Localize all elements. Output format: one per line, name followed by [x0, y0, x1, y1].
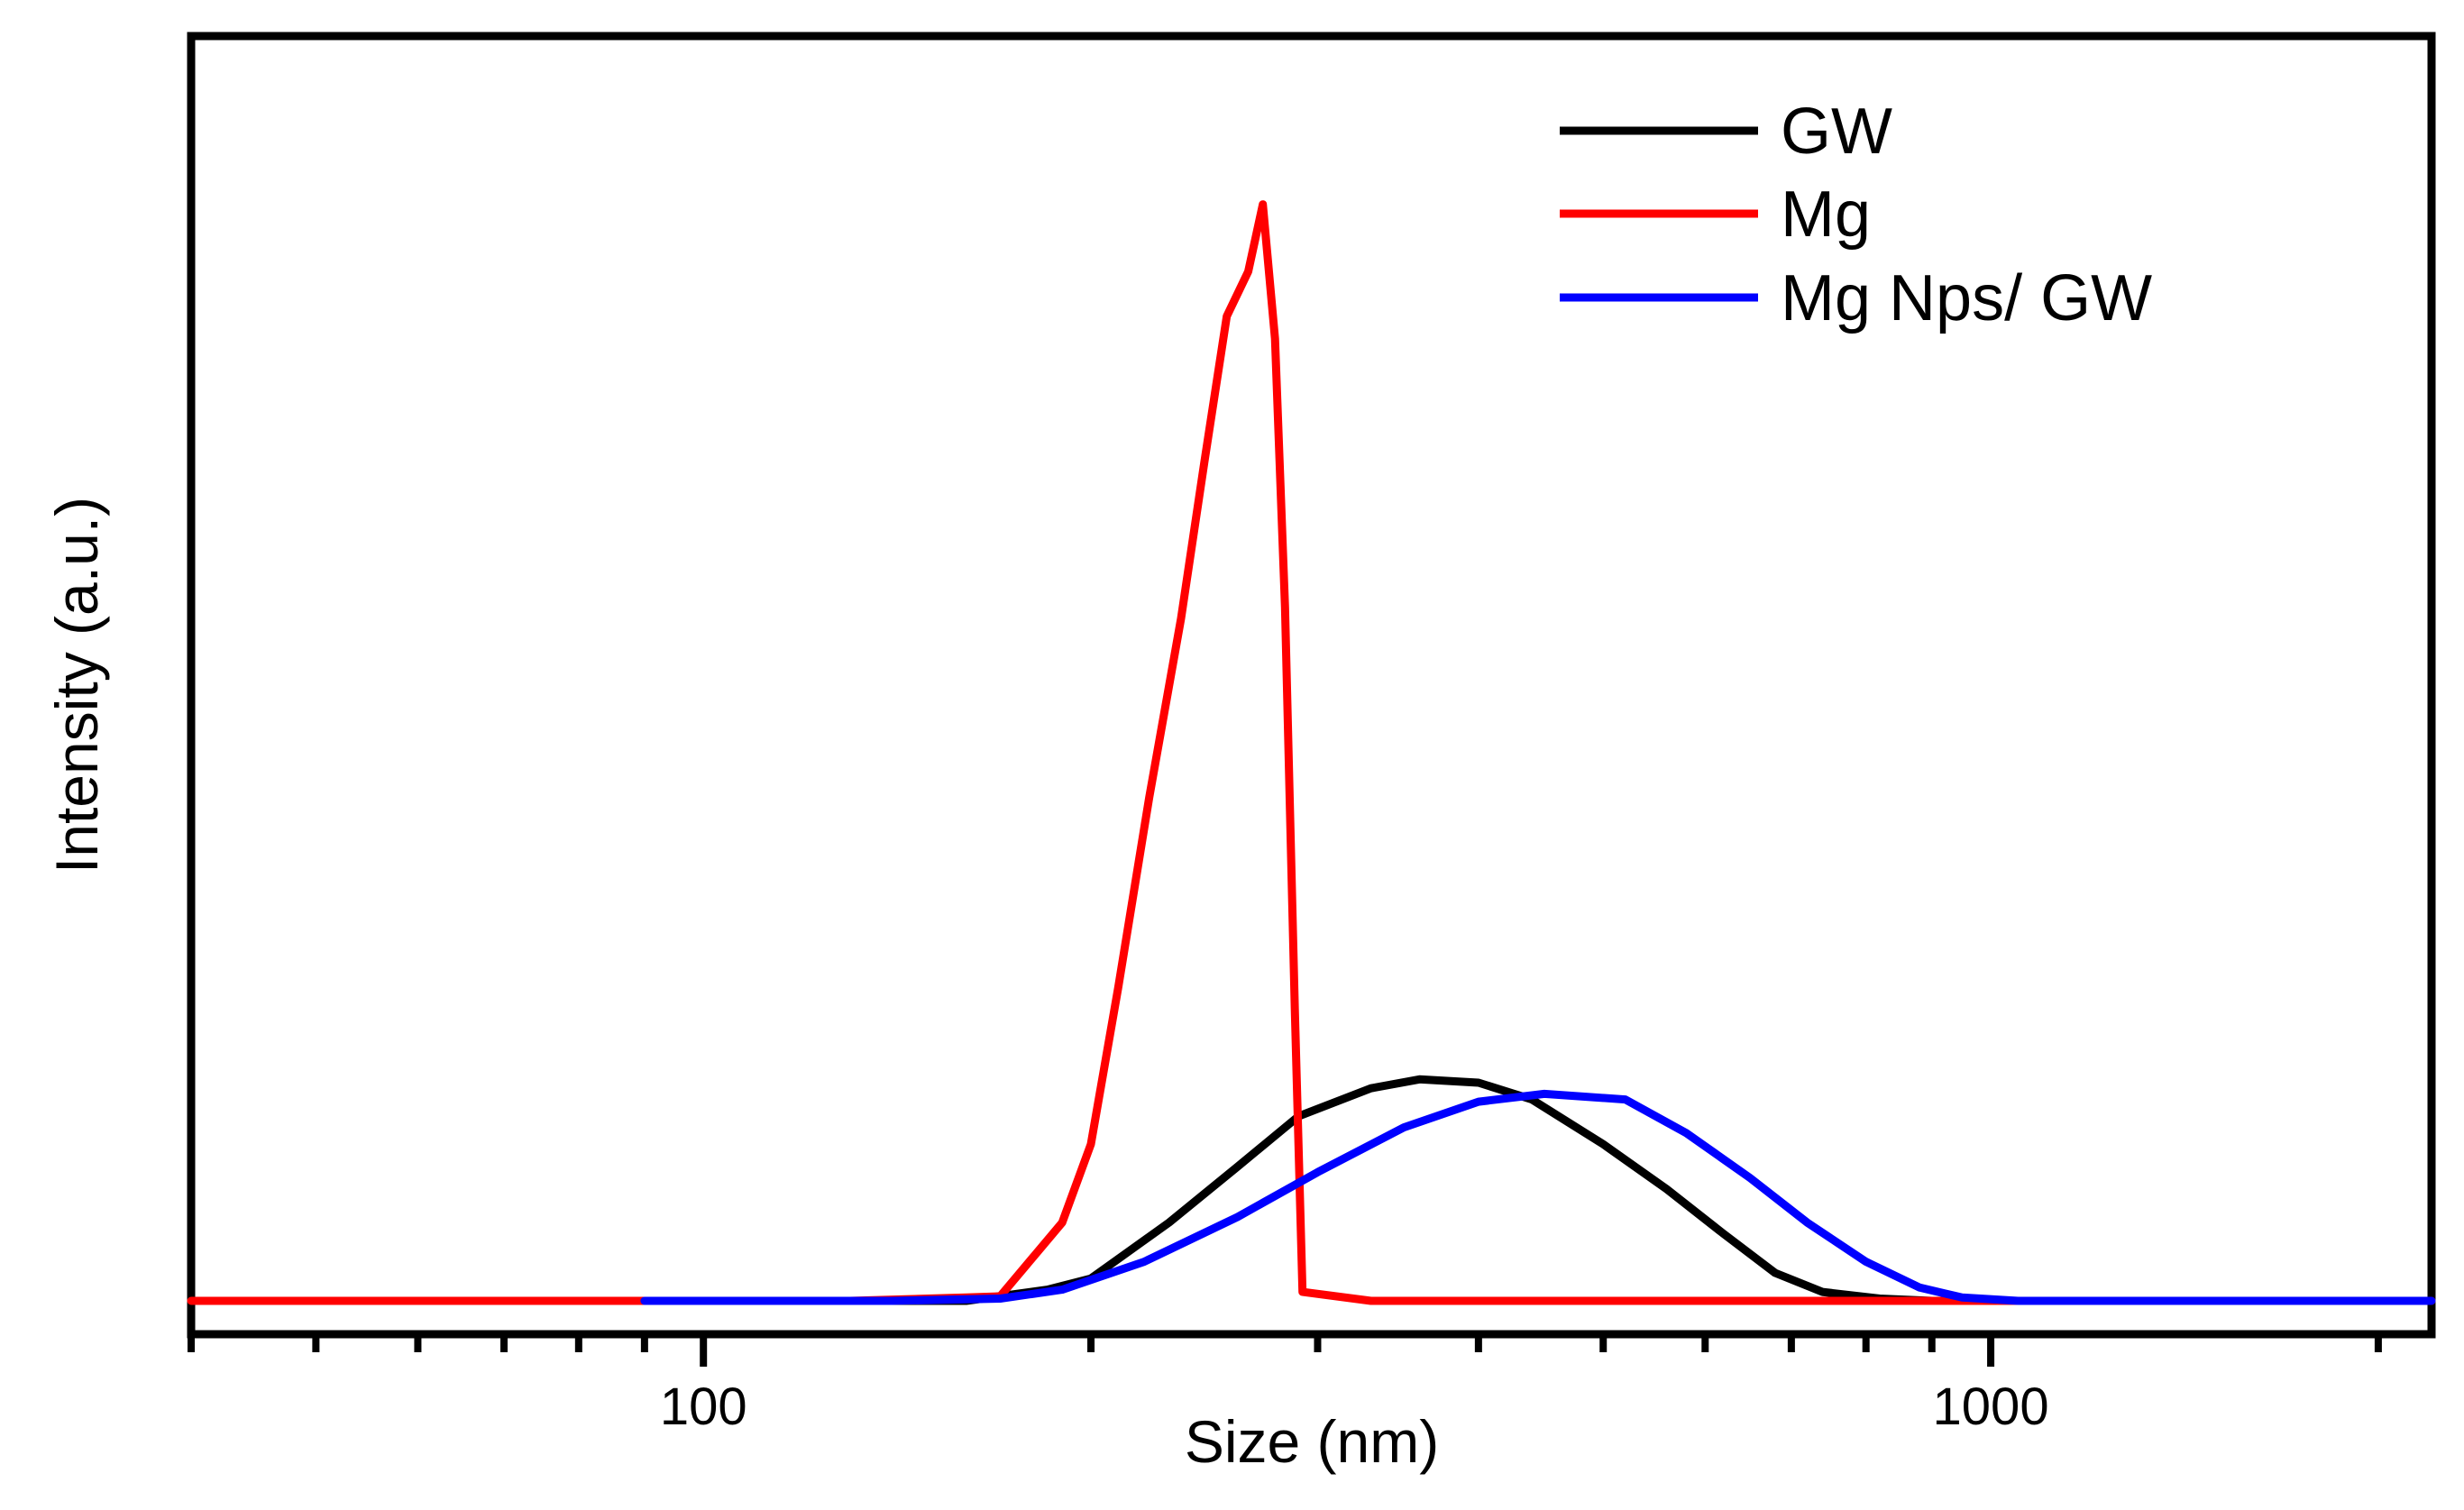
series-layer — [187, 200, 2436, 1305]
x-minor-ticks — [188, 1334, 2382, 1352]
plot-frame — [187, 32, 2436, 1339]
y-axis-title: Intensity (a.u.) — [43, 497, 110, 874]
series-line-gw — [187, 1075, 2436, 1305]
x-tick-label: 1000 — [1933, 1377, 2049, 1436]
series-line-mg — [187, 200, 2436, 1305]
x-axis-title: Size (nm) — [1185, 1408, 1439, 1475]
legend-label-mg: Mg — [1781, 178, 1871, 251]
x-major-ticks — [700, 1334, 1995, 1367]
x-tick-labels: 100 1000 — [660, 1377, 2049, 1436]
series-line-mg-nps-gw — [640, 1089, 2436, 1305]
x-tick-label: 100 — [660, 1377, 747, 1436]
legend-label-mg-nps-gw: Mg Nps/ GW — [1781, 262, 2152, 334]
legend-label-gw: GW — [1781, 96, 1892, 168]
legend: GW Mg Mg Nps/ GW — [1560, 96, 2152, 334]
